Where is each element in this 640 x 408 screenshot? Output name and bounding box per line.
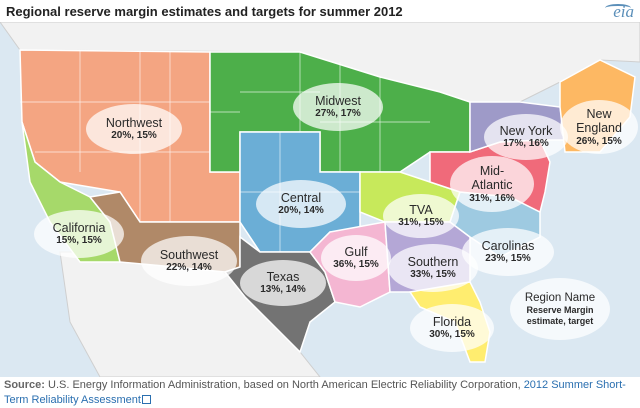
- region-values: 27%, 17%: [315, 108, 361, 120]
- legend-values: Reserve Margin estimate, target: [526, 305, 594, 326]
- region-name: Florida: [432, 315, 472, 330]
- eia-logo-swoosh: [605, 4, 631, 12]
- region-name: Northwest: [105, 116, 163, 131]
- region-name: Carolinas: [481, 239, 535, 254]
- region-values: 20%, 14%: [278, 205, 324, 217]
- region-name: Midwest: [315, 94, 361, 109]
- external-link-icon: [141, 394, 151, 404]
- region-values: 36%, 15%: [333, 259, 379, 271]
- source-text: U.S. Energy Information Administration, …: [44, 379, 524, 391]
- source-label: Source:: [4, 379, 45, 391]
- region-label-texas: Texas 13%, 14%: [240, 260, 326, 306]
- region-values: 23%, 15%: [485, 253, 531, 265]
- region-name: California: [52, 221, 106, 236]
- region-values: 15%, 15%: [56, 235, 102, 247]
- source-footer: Source: U.S. Energy Information Administ…: [4, 378, 634, 408]
- region-label-southwest: Southwest 22%, 14%: [141, 236, 237, 286]
- region-label-new-england: New England 26%, 15%: [560, 100, 638, 154]
- region-values: 17%, 16%: [503, 138, 549, 150]
- region-values: 26%, 15%: [576, 135, 622, 147]
- region-name: Central: [280, 191, 322, 206]
- report-link[interactable]: 2012 Summer Short-Term Reliability Asses…: [4, 379, 626, 406]
- region-values: 30%, 15%: [429, 329, 475, 341]
- region-label-tva: TVA 31%, 15%: [383, 194, 459, 238]
- region-values: 33%, 15%: [410, 269, 456, 281]
- region-label-midwest: Midwest 27%, 17%: [293, 83, 383, 131]
- region-name: Southwest: [159, 248, 219, 263]
- region-values: 22%, 14%: [166, 262, 212, 274]
- region-label-carolinas: Carolinas 23%, 15%: [462, 228, 554, 276]
- region-label-new-york: New York 17%, 16%: [484, 114, 568, 160]
- region-name: Mid- Atlantic: [471, 163, 513, 193]
- region-label-mid-atlantic: Mid- Atlantic 31%, 16%: [450, 156, 534, 212]
- region-values: 31%, 16%: [469, 192, 515, 204]
- map-title: Regional reserve margin estimates and ta…: [6, 4, 403, 19]
- region-name: TVA: [409, 203, 433, 218]
- region-name: New York: [499, 124, 553, 139]
- region-name: Southern: [407, 255, 459, 270]
- region-values: 31%, 15%: [398, 217, 444, 229]
- region-label-california: California 15%, 15%: [34, 210, 124, 258]
- region-label-gulf: Gulf 36%, 15%: [321, 235, 391, 281]
- region-name: New England: [576, 106, 622, 136]
- region-values: 20%, 15%: [111, 130, 157, 142]
- region-label-central: Central 20%, 14%: [256, 180, 346, 228]
- region-values: 13%, 14%: [260, 284, 306, 296]
- legend-key: Region Name Reserve Margin estimate, tar…: [510, 278, 610, 340]
- region-label-florida: Florida 30%, 15%: [410, 304, 494, 352]
- region-name: Texas: [266, 270, 300, 285]
- report-link-text: 2012 Summer Short-Term Reliability Asses…: [4, 379, 626, 406]
- region-name: Gulf: [344, 245, 368, 260]
- region-label-northwest: Northwest 20%, 15%: [86, 104, 182, 154]
- legend-region-name: Region Name: [524, 292, 596, 305]
